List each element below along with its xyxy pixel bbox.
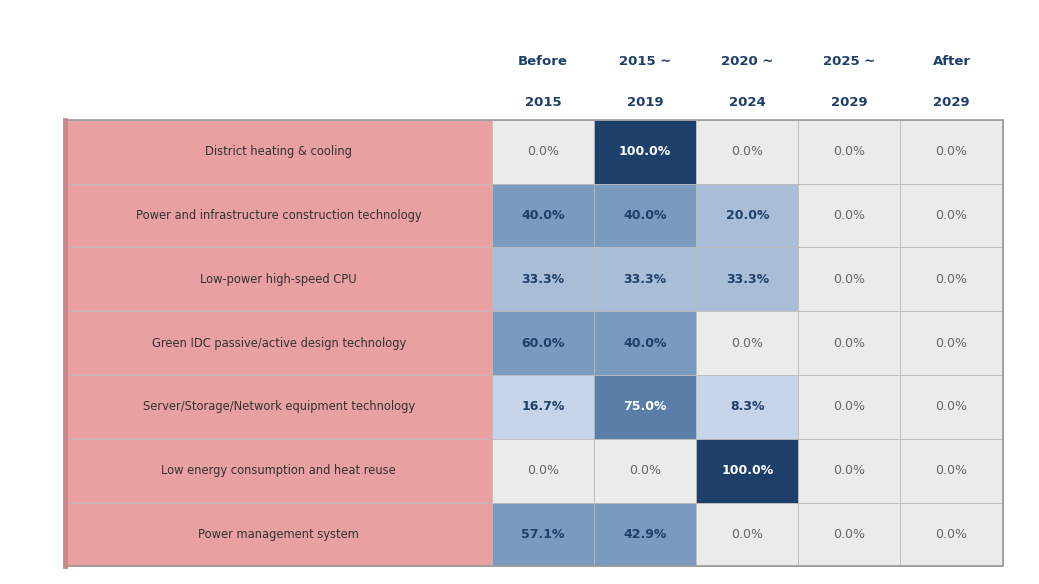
Text: 0.0%: 0.0%: [833, 273, 865, 286]
Text: 0.0%: 0.0%: [935, 209, 967, 222]
Text: 20.0%: 20.0%: [725, 209, 769, 222]
FancyBboxPatch shape: [798, 503, 901, 566]
Text: Low-power high-speed CPU: Low-power high-speed CPU: [201, 273, 357, 286]
Text: 2015: 2015: [525, 96, 561, 109]
FancyBboxPatch shape: [696, 311, 798, 375]
Text: 0.0%: 0.0%: [935, 336, 967, 350]
Text: 33.3%: 33.3%: [623, 273, 667, 286]
FancyBboxPatch shape: [901, 183, 1003, 248]
FancyBboxPatch shape: [65, 439, 491, 503]
FancyBboxPatch shape: [65, 248, 491, 311]
Text: 100.0%: 100.0%: [619, 145, 671, 158]
FancyBboxPatch shape: [491, 183, 594, 248]
Text: Low energy consumption and heat reuse: Low energy consumption and heat reuse: [161, 464, 396, 477]
FancyBboxPatch shape: [901, 375, 1003, 439]
FancyBboxPatch shape: [798, 375, 901, 439]
FancyBboxPatch shape: [798, 248, 901, 311]
Text: 0.0%: 0.0%: [629, 464, 661, 477]
Text: Power management system: Power management system: [198, 528, 359, 541]
Text: 75.0%: 75.0%: [623, 401, 667, 413]
Text: 8.3%: 8.3%: [730, 401, 765, 413]
Text: After: After: [933, 55, 970, 68]
Text: 0.0%: 0.0%: [731, 336, 764, 350]
Text: 2019: 2019: [627, 96, 664, 109]
FancyBboxPatch shape: [901, 311, 1003, 375]
FancyBboxPatch shape: [65, 120, 491, 183]
FancyBboxPatch shape: [491, 439, 594, 503]
FancyBboxPatch shape: [696, 503, 798, 566]
FancyBboxPatch shape: [798, 439, 901, 503]
FancyBboxPatch shape: [696, 248, 798, 311]
Text: 33.3%: 33.3%: [522, 273, 564, 286]
Text: 2020 ~: 2020 ~: [721, 55, 773, 68]
Text: 0.0%: 0.0%: [731, 528, 764, 541]
Text: 33.3%: 33.3%: [725, 273, 769, 286]
FancyBboxPatch shape: [594, 120, 696, 183]
Text: 0.0%: 0.0%: [935, 401, 967, 413]
FancyBboxPatch shape: [491, 375, 594, 439]
Text: 2024: 2024: [729, 96, 766, 109]
Text: 16.7%: 16.7%: [522, 401, 564, 413]
FancyBboxPatch shape: [798, 120, 901, 183]
Text: 0.0%: 0.0%: [833, 401, 865, 413]
Text: 100.0%: 100.0%: [721, 464, 773, 477]
Text: 0.0%: 0.0%: [833, 528, 865, 541]
Text: Power and infrastructure construction technology: Power and infrastructure construction te…: [136, 209, 422, 222]
FancyBboxPatch shape: [594, 183, 696, 248]
Text: District heating & cooling: District heating & cooling: [206, 145, 352, 158]
Text: 40.0%: 40.0%: [623, 336, 667, 350]
Text: 0.0%: 0.0%: [935, 145, 967, 158]
FancyBboxPatch shape: [901, 503, 1003, 566]
FancyBboxPatch shape: [901, 439, 1003, 503]
FancyBboxPatch shape: [696, 439, 798, 503]
Text: 2015 ~: 2015 ~: [619, 55, 671, 68]
Text: 0.0%: 0.0%: [935, 464, 967, 477]
Text: Green IDC passive/active design technology: Green IDC passive/active design technolo…: [152, 336, 406, 350]
FancyBboxPatch shape: [594, 248, 696, 311]
Text: 40.0%: 40.0%: [623, 209, 667, 222]
Text: 0.0%: 0.0%: [527, 145, 559, 158]
Text: 57.1%: 57.1%: [522, 528, 565, 541]
FancyBboxPatch shape: [491, 311, 594, 375]
FancyBboxPatch shape: [696, 120, 798, 183]
Text: Before: Before: [518, 55, 568, 68]
FancyBboxPatch shape: [65, 311, 491, 375]
Text: 0.0%: 0.0%: [833, 209, 865, 222]
FancyBboxPatch shape: [901, 248, 1003, 311]
FancyBboxPatch shape: [594, 311, 696, 375]
Text: 40.0%: 40.0%: [522, 209, 565, 222]
FancyBboxPatch shape: [65, 375, 491, 439]
Text: 2029: 2029: [831, 96, 868, 109]
Text: 2029: 2029: [933, 96, 969, 109]
FancyBboxPatch shape: [491, 503, 594, 566]
Text: 60.0%: 60.0%: [522, 336, 564, 350]
FancyBboxPatch shape: [65, 183, 491, 248]
FancyBboxPatch shape: [594, 375, 696, 439]
FancyBboxPatch shape: [696, 183, 798, 248]
FancyBboxPatch shape: [901, 120, 1003, 183]
FancyBboxPatch shape: [491, 120, 594, 183]
Text: 0.0%: 0.0%: [833, 145, 865, 158]
Text: 0.0%: 0.0%: [731, 145, 764, 158]
Text: 0.0%: 0.0%: [935, 528, 967, 541]
FancyBboxPatch shape: [798, 183, 901, 248]
FancyBboxPatch shape: [491, 248, 594, 311]
Text: 2025 ~: 2025 ~: [823, 55, 876, 68]
FancyBboxPatch shape: [65, 503, 491, 566]
Text: 0.0%: 0.0%: [833, 464, 865, 477]
FancyBboxPatch shape: [798, 311, 901, 375]
Text: 0.0%: 0.0%: [935, 273, 967, 286]
Bar: [65, 120, 1003, 566]
FancyBboxPatch shape: [594, 439, 696, 503]
Text: Server/Storage/Network equipment technology: Server/Storage/Network equipment technol…: [142, 401, 415, 413]
Text: 0.0%: 0.0%: [527, 464, 559, 477]
FancyBboxPatch shape: [696, 375, 798, 439]
Text: 0.0%: 0.0%: [833, 336, 865, 350]
Text: 42.9%: 42.9%: [623, 528, 667, 541]
FancyBboxPatch shape: [594, 503, 696, 566]
